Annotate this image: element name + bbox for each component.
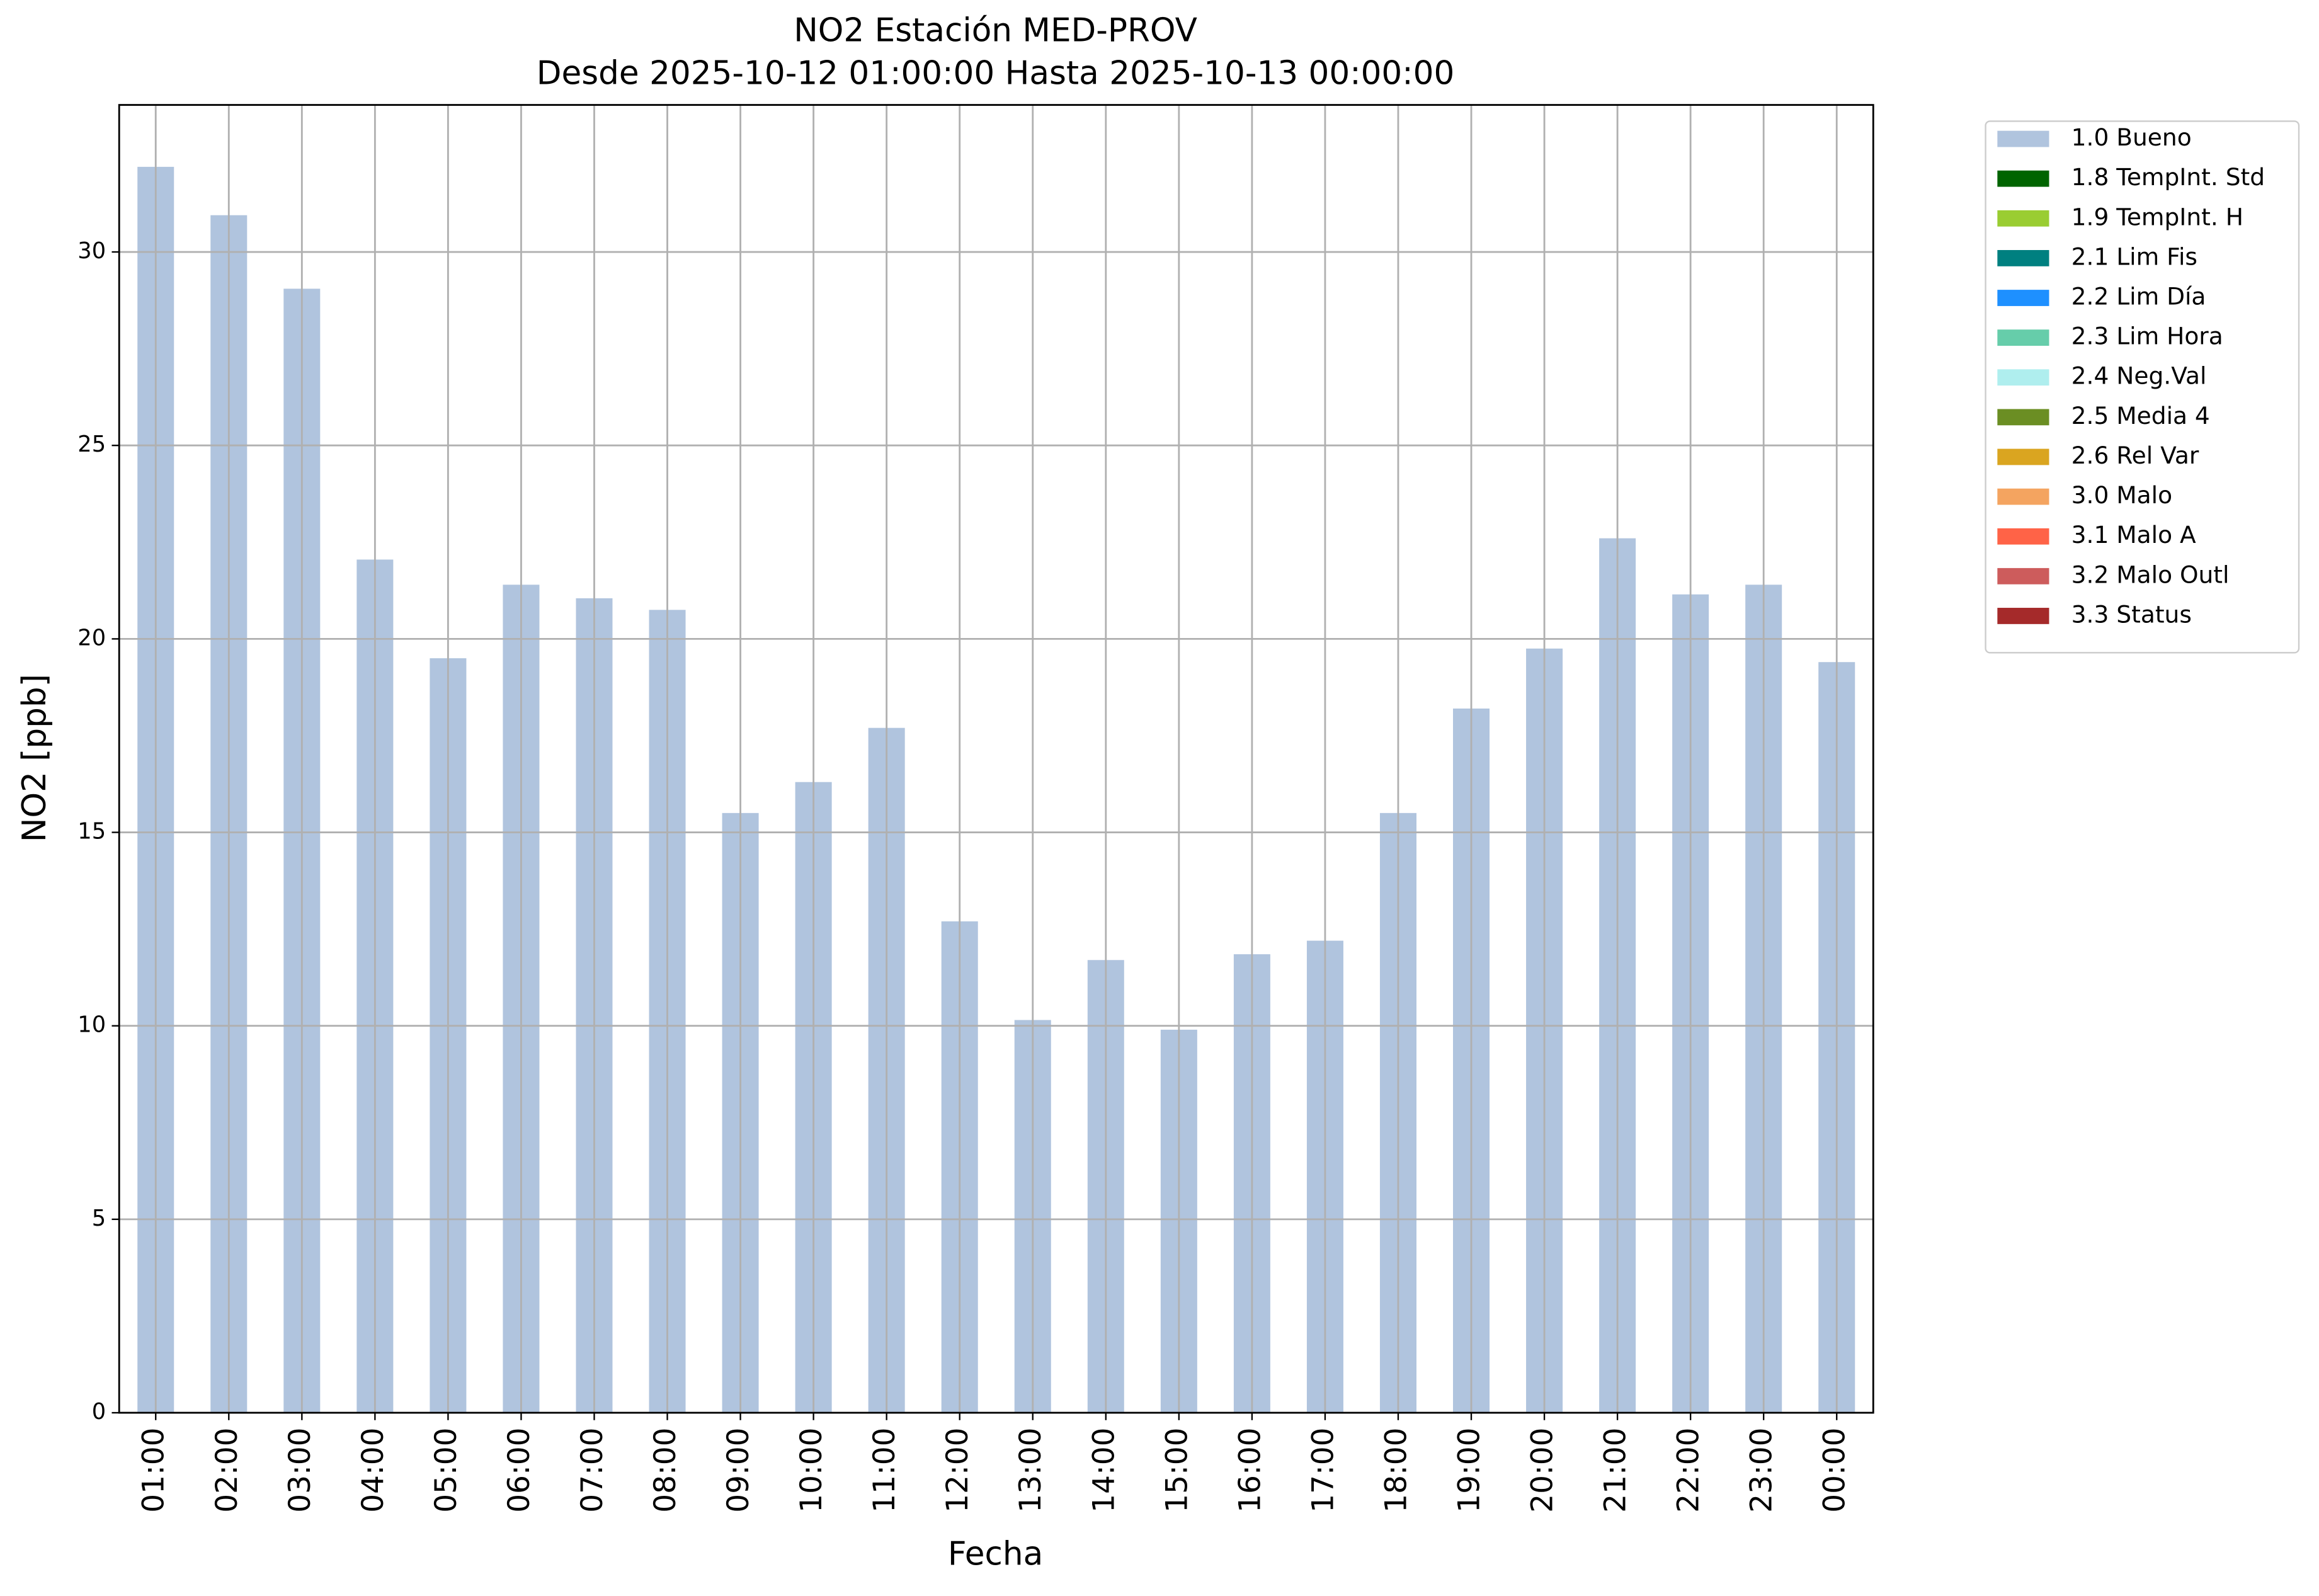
x-tick-label: 19:00: [1452, 1428, 1487, 1513]
x-tick-label: 20:00: [1525, 1428, 1560, 1513]
legend-label: 2.5 Media 4: [2071, 402, 2210, 430]
x-tick-label: 13:00: [1013, 1428, 1048, 1513]
legend-swatch: [1997, 409, 2049, 426]
x-tick-label: 03:00: [283, 1428, 317, 1513]
legend-label: 2.3 Lim Hora: [2071, 322, 2223, 350]
y-tick-label: 20: [77, 625, 106, 651]
x-tick-label: 05:00: [429, 1428, 464, 1513]
legend-label: 3.2 Malo Outl: [2071, 561, 2230, 588]
x-tick-label: 04:00: [356, 1428, 390, 1513]
legend-box: [1985, 120, 2300, 654]
x-tick-label: 22:00: [1672, 1428, 1706, 1513]
x-tick-label: 06:00: [502, 1428, 537, 1513]
x-tick-label: 00:00: [1818, 1428, 1852, 1513]
chart-subtitle: Desde 2025-10-12 01:00:00 Hasta 2025-10-…: [537, 55, 1455, 93]
y-tick-label: 25: [77, 431, 106, 457]
x-tick-label: 14:00: [1086, 1428, 1121, 1513]
y-axis-label: NO2 [ppb]: [16, 674, 54, 842]
legend-label: 3.1 Malo A: [2071, 521, 2196, 549]
x-tick-label: 01:00: [137, 1428, 171, 1513]
y-tick-label: 30: [77, 238, 106, 264]
legend-swatch: [1997, 290, 2049, 306]
x-tick-label: 11:00: [867, 1428, 902, 1513]
x-tick-label: 21:00: [1598, 1428, 1633, 1513]
x-tick-label: 17:00: [1306, 1428, 1340, 1513]
x-tick-label: 15:00: [1160, 1428, 1194, 1513]
legend-swatch: [1997, 608, 2049, 624]
legend-label: 3.3 Status: [2071, 600, 2192, 628]
legend-label: 2.4 Neg.Val: [2071, 362, 2207, 390]
x-tick-label: 09:00: [721, 1428, 756, 1513]
y-tick-label: 5: [92, 1206, 106, 1231]
legend-swatch: [1997, 130, 2049, 147]
legend-label: 1.0 Bueno: [2071, 123, 2192, 151]
legend-label: 3.0 Malo: [2071, 481, 2172, 509]
legend-swatch: [1997, 488, 2049, 505]
legend-swatch: [1997, 528, 2049, 545]
legend-label: 2.1 Lim Fis: [2071, 242, 2197, 270]
legend-swatch: [1997, 369, 2049, 386]
legend-swatch: [1997, 210, 2049, 227]
legend-swatch: [1997, 249, 2049, 266]
legend-label: 2.6 Rel Var: [2071, 442, 2199, 469]
y-tick-label: 15: [77, 819, 106, 845]
legend-swatch: [1997, 567, 2049, 584]
x-tick-label: 07:00: [575, 1428, 610, 1513]
x-tick-label: 23:00: [1745, 1428, 1779, 1513]
legend-swatch: [1997, 448, 2049, 465]
plot-frame: [118, 104, 1874, 1414]
x-axis-label: Fecha: [948, 1536, 1043, 1573]
y-tick-label: 0: [92, 1399, 106, 1425]
x-tick-label: 18:00: [1379, 1428, 1413, 1513]
y-tick-label: 10: [77, 1012, 106, 1038]
legend-swatch: [1997, 170, 2049, 187]
legend-swatch: [1997, 329, 2049, 346]
chart-title: NO2 Estación MED-PROV: [794, 12, 1197, 50]
x-tick-label: 16:00: [1233, 1428, 1267, 1513]
legend-label: 1.9 TempInt. H: [2071, 203, 2243, 231]
legend-label: 1.8 TempInt. Std: [2071, 163, 2265, 191]
x-tick-label: 08:00: [648, 1428, 683, 1513]
x-tick-label: 02:00: [210, 1428, 244, 1513]
legend-label: 2.2 Lim Día: [2071, 283, 2206, 311]
x-tick-label: 10:00: [794, 1428, 829, 1513]
x-tick-label: 12:00: [940, 1428, 975, 1513]
